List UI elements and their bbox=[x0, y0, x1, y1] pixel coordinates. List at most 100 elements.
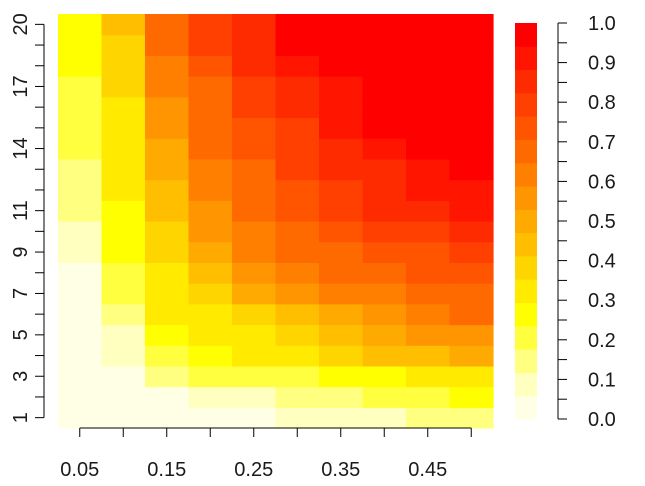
heatmap-cell bbox=[145, 55, 190, 77]
colorbar-tick-label: 0.3 bbox=[588, 290, 616, 312]
heatmap-cell bbox=[362, 241, 407, 263]
heatmap-cell bbox=[58, 179, 103, 201]
heatmap-cell bbox=[58, 345, 103, 367]
heatmap-cell bbox=[145, 14, 190, 36]
heatmap-cell bbox=[362, 345, 407, 367]
heatmap-cell bbox=[101, 283, 146, 305]
heatmap-cell bbox=[406, 200, 451, 222]
heatmap-cell bbox=[406, 386, 451, 408]
heatmap-cell bbox=[232, 221, 277, 243]
heatmap-cell bbox=[319, 76, 364, 98]
heatmap-cell bbox=[275, 386, 320, 408]
heatmap-cell bbox=[449, 283, 494, 305]
heatmap-cell bbox=[275, 324, 320, 346]
heatmap-cell bbox=[362, 96, 407, 119]
heatmap-cell bbox=[319, 179, 364, 201]
heatmap-cell bbox=[232, 303, 277, 326]
heatmap-cell bbox=[275, 407, 320, 429]
heatmap-cell bbox=[58, 262, 103, 284]
colorbar-segment bbox=[515, 116, 537, 140]
heatmap-cell bbox=[275, 365, 320, 388]
colorbar-tick-label: 0.4 bbox=[588, 251, 616, 273]
heatmap-cell bbox=[275, 179, 320, 201]
heatmap-cell bbox=[362, 138, 407, 160]
heatmap-cell bbox=[275, 158, 320, 181]
heatmap-cell bbox=[319, 407, 364, 429]
heatmap-cell bbox=[101, 241, 146, 263]
heatmap-cell bbox=[101, 303, 146, 326]
heatmap-cell bbox=[406, 117, 451, 139]
heatmap-cell bbox=[275, 76, 320, 98]
colorbar-segment bbox=[515, 92, 537, 117]
heatmap-cell bbox=[58, 138, 103, 160]
heatmap-cell bbox=[319, 200, 364, 222]
colorbar-tick-label: 0.8 bbox=[588, 92, 616, 114]
heatmap-cell bbox=[319, 14, 364, 36]
heatmap-cell bbox=[449, 200, 494, 222]
heatmap-cell bbox=[275, 200, 320, 222]
heatmap-cell bbox=[188, 407, 233, 429]
heatmap-cell bbox=[449, 324, 494, 346]
heatmap-cell bbox=[58, 34, 103, 56]
heatmap-cell bbox=[406, 262, 451, 284]
heatmap-cell bbox=[449, 158, 494, 181]
heatmap-cell bbox=[188, 179, 233, 201]
heatmap-cell bbox=[101, 14, 146, 36]
heatmap-cell bbox=[362, 55, 407, 77]
heatmap-cell bbox=[319, 303, 364, 326]
heatmap-cell bbox=[449, 262, 494, 284]
colorbar-segment bbox=[515, 302, 537, 327]
heatmap-cell bbox=[406, 221, 451, 243]
heatmap-cell bbox=[449, 76, 494, 98]
y-tick-label: 14 bbox=[10, 137, 32, 159]
heatmap-cell bbox=[275, 138, 320, 160]
colorbar-segment bbox=[515, 349, 537, 373]
heatmap-cell bbox=[188, 262, 233, 284]
heatmap-cell bbox=[188, 14, 233, 36]
y-tick-label: 7 bbox=[10, 288, 32, 299]
y-tick-label: 20 bbox=[10, 13, 32, 35]
colorbar-tick-label: 0.1 bbox=[588, 369, 616, 391]
heatmap-cell bbox=[188, 200, 233, 222]
heatmap-cell bbox=[449, 117, 494, 139]
heatmap-cell bbox=[406, 158, 451, 181]
heatmap-cell bbox=[275, 303, 320, 326]
heatmap-cell bbox=[319, 324, 364, 346]
heatmap-cell bbox=[362, 179, 407, 201]
x-tick-label: 0.05 bbox=[60, 459, 99, 481]
heatmap-cell bbox=[319, 386, 364, 408]
heatmap-cells bbox=[58, 14, 494, 429]
colorbar-segment bbox=[515, 325, 537, 350]
heatmap-cell bbox=[145, 241, 190, 263]
heatmap-cell bbox=[58, 241, 103, 263]
heatmap-cell bbox=[449, 407, 494, 429]
heatmap-cell bbox=[232, 200, 277, 222]
colorbar-tick-label: 1.0 bbox=[588, 13, 616, 35]
colorbar-tick-label: 0.0 bbox=[588, 409, 616, 431]
heatmap-cell bbox=[101, 407, 146, 429]
colorbar-segment bbox=[515, 162, 537, 187]
heatmap-cell bbox=[145, 200, 190, 222]
heatmap-cell bbox=[188, 34, 233, 56]
y-tick-label: 17 bbox=[10, 75, 32, 97]
heatmap-cell bbox=[232, 324, 277, 346]
heatmap-cell bbox=[319, 158, 364, 181]
heatmap-cell bbox=[275, 34, 320, 56]
y-axis: 1 3 5 7 9 11 14 17 20 bbox=[10, 13, 45, 423]
heatmap-cell bbox=[58, 200, 103, 222]
heatmap-cell bbox=[275, 55, 320, 77]
heatmap-cell bbox=[449, 365, 494, 388]
heatmap-cell bbox=[145, 345, 190, 367]
heatmap-cell bbox=[232, 55, 277, 77]
heatmap-cell bbox=[319, 96, 364, 119]
x-tick-label: 0.25 bbox=[234, 459, 273, 481]
heatmap-cell bbox=[319, 345, 364, 367]
heatmap-cell bbox=[319, 365, 364, 388]
heatmap-cell bbox=[188, 158, 233, 181]
heatmap-cell bbox=[188, 138, 233, 160]
heatmap-cell bbox=[145, 158, 190, 181]
heatmap-cell bbox=[319, 283, 364, 305]
colorbar-segment bbox=[515, 232, 537, 257]
heatmap-cell bbox=[362, 34, 407, 56]
